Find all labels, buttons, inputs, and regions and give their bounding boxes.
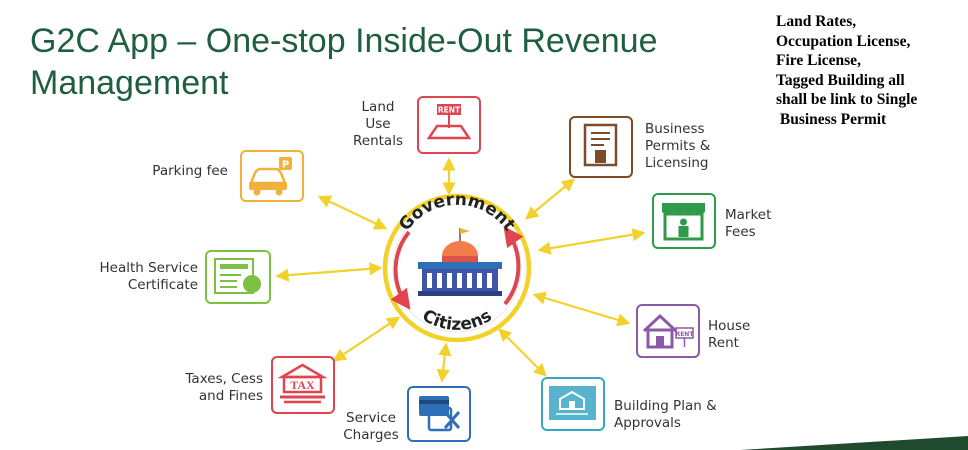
title-line-1: G2C App – One-stop Inside-Out Revenue: [30, 22, 658, 60]
land-use-rentals-node: RENT: [417, 96, 481, 154]
business-permits-label: Business Permits & Licensing: [645, 121, 711, 171]
building-plan-node: [541, 377, 605, 431]
arrow-business-permits: [524, 178, 576, 220]
health-certificate-icon: [214, 258, 261, 294]
parking-car-icon: P: [249, 157, 292, 196]
government-citizens-hub: Government Citizens: [382, 190, 532, 343]
service-tools-icon: [419, 396, 461, 432]
land-use-rentals-label: Land Use Rentals: [353, 99, 403, 149]
government-building-icon: [418, 228, 502, 296]
parking-fee-label: Parking fee: [152, 163, 228, 179]
house-rent-label: House Rent: [708, 318, 751, 351]
parking-sign-text: P: [282, 160, 289, 171]
market-stall-icon: [662, 203, 705, 241]
rent-land-icon: RENT: [426, 104, 472, 140]
taxes-label: Taxes, Cess and Fines: [185, 371, 263, 404]
market-fees-node: [652, 193, 716, 249]
title-line-2: Management: [30, 64, 229, 102]
arrow-house-rent: [532, 291, 631, 327]
business-permits-node: [569, 116, 633, 178]
tax-sign-text: TAX: [290, 378, 315, 392]
arrow-service-charges: [436, 342, 452, 383]
parking-fee-node: P: [240, 150, 304, 202]
market-fees-label: Market Fees: [725, 207, 772, 240]
service-charges-node: [407, 386, 471, 442]
slide-title: G2C App – One-stop Inside-Out Revenue Man…: [30, 20, 657, 104]
arrow-taxes: [332, 316, 401, 362]
blueprint-icon: [549, 386, 596, 420]
building-plan-label: Building Plan & Approvals: [614, 398, 717, 431]
house-rent-node: RENT: [636, 304, 700, 358]
health-cert-label: Health Service Certificate: [99, 260, 198, 293]
rent-sign-text: RENT: [438, 106, 461, 115]
business-permit-note: Land Rates, Occupation License, Fire Lic…: [776, 13, 918, 128]
house-rent-sign-text: RENT: [676, 331, 695, 338]
taxes-node: TAX: [271, 356, 335, 414]
service-charges-label: Service Charges: [343, 410, 399, 443]
certificate-icon: [583, 123, 618, 167]
arrow-health-cert: [275, 262, 383, 282]
tax-building-icon: TAX: [277, 363, 328, 404]
health-cert-node: [205, 250, 271, 304]
arrow-parking: [317, 195, 388, 230]
arrow-market-fees: [537, 228, 646, 255]
house-rent-icon: RENT: [642, 313, 695, 349]
arrow-building-plan: [498, 328, 547, 377]
footer-bar: [740, 436, 968, 450]
